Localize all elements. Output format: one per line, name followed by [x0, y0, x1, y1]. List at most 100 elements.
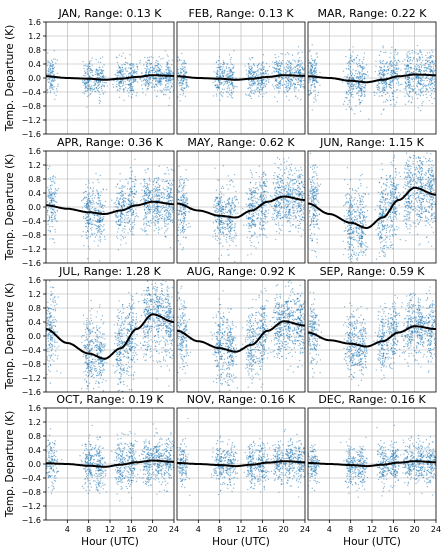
data-point: [170, 82, 172, 84]
data-point: [363, 86, 365, 88]
data-point: [351, 109, 353, 111]
data-point: [166, 180, 168, 182]
data-point: [385, 62, 388, 65]
data-point: [99, 241, 102, 243]
data-point: [163, 196, 166, 199]
axes-frame: [307, 21, 437, 135]
data-point: [394, 48, 397, 51]
data-point: [413, 56, 415, 59]
data-point: [379, 50, 382, 53]
data-point: [276, 64, 278, 66]
data-point: [393, 56, 395, 58]
data-point: [118, 219, 120, 221]
data-point: [145, 195, 147, 197]
data-point: [257, 86, 259, 89]
data-point: [132, 209, 134, 212]
data-point: [346, 97, 348, 99]
data-point: [252, 84, 254, 86]
data-point: [250, 87, 252, 89]
data-point: [161, 90, 163, 92]
data-point: [130, 85, 133, 88]
data-point: [348, 83, 350, 86]
data-point: [408, 79, 411, 82]
data-point: [159, 199, 161, 201]
data-point: [131, 87, 133, 89]
data-point: [422, 85, 424, 88]
data-point: [218, 87, 220, 89]
data-point: [147, 220, 150, 222]
data-point: [418, 76, 420, 78]
data-point: [273, 86, 275, 88]
data-point: [102, 72, 104, 74]
data-point: [254, 89, 256, 91]
data-point: [182, 223, 185, 225]
data-point: [123, 203, 125, 205]
data-point: [354, 86, 357, 88]
data-point: [249, 71, 252, 73]
data-point: [128, 72, 131, 74]
data-point: [418, 70, 421, 72]
data-point: [128, 198, 130, 200]
data-point: [421, 64, 423, 66]
data-point: [130, 189, 133, 191]
data-point: [348, 48, 350, 51]
data-point: [126, 211, 129, 214]
data-point: [222, 223, 225, 225]
data-point: [286, 70, 289, 73]
data-point: [50, 188, 52, 190]
data-point: [230, 74, 232, 77]
data-point: [268, 79, 270, 81]
data-point: [394, 54, 396, 56]
data-point: [118, 204, 120, 206]
data-point: [396, 62, 398, 64]
data-point: [89, 67, 91, 70]
data-point: [89, 205, 91, 207]
data-point: [97, 197, 99, 199]
data-point: [54, 176, 56, 178]
data-point: [230, 96, 233, 98]
data-point: [391, 79, 393, 81]
data-point: [182, 77, 184, 79]
data-point: [134, 192, 136, 195]
data-point: [299, 84, 302, 87]
data-point: [136, 215, 138, 217]
data-point: [303, 87, 305, 89]
data-point: [309, 49, 311, 51]
data-point: [274, 80, 276, 82]
data-point: [143, 64, 145, 66]
data-point: [421, 54, 423, 56]
data-point: [182, 74, 184, 76]
data-point: [349, 76, 351, 79]
data-point: [91, 88, 93, 91]
data-point: [285, 88, 287, 91]
panel-title: APR, Range: 0.36 K: [57, 136, 164, 149]
data-point: [121, 207, 124, 209]
data-point: [156, 70, 158, 73]
data-point: [185, 86, 187, 88]
data-point: [147, 78, 149, 80]
data-point: [85, 222, 87, 225]
data-point: [390, 71, 392, 74]
data-point: [411, 67, 413, 69]
data-point: [360, 76, 362, 79]
data-point: [49, 65, 52, 68]
data-point: [256, 80, 258, 83]
data-point: [159, 64, 161, 67]
data-point: [140, 183, 142, 185]
data-point: [250, 72, 253, 75]
data-point: [116, 236, 118, 238]
data-point: [157, 191, 159, 193]
data-point: [130, 90, 132, 92]
data-point: [146, 194, 148, 197]
data-point: [167, 72, 169, 74]
data-point: [164, 222, 166, 225]
data-point: [302, 73, 304, 75]
panel-title: MAR, Range: 0.22 K: [318, 7, 428, 20]
data-point: [288, 76, 290, 78]
data-point: [82, 199, 84, 201]
data-point: [432, 55, 435, 57]
data-point: [93, 208, 95, 211]
data-point: [121, 66, 124, 69]
data-point: [350, 63, 352, 65]
data-point: [252, 92, 255, 94]
